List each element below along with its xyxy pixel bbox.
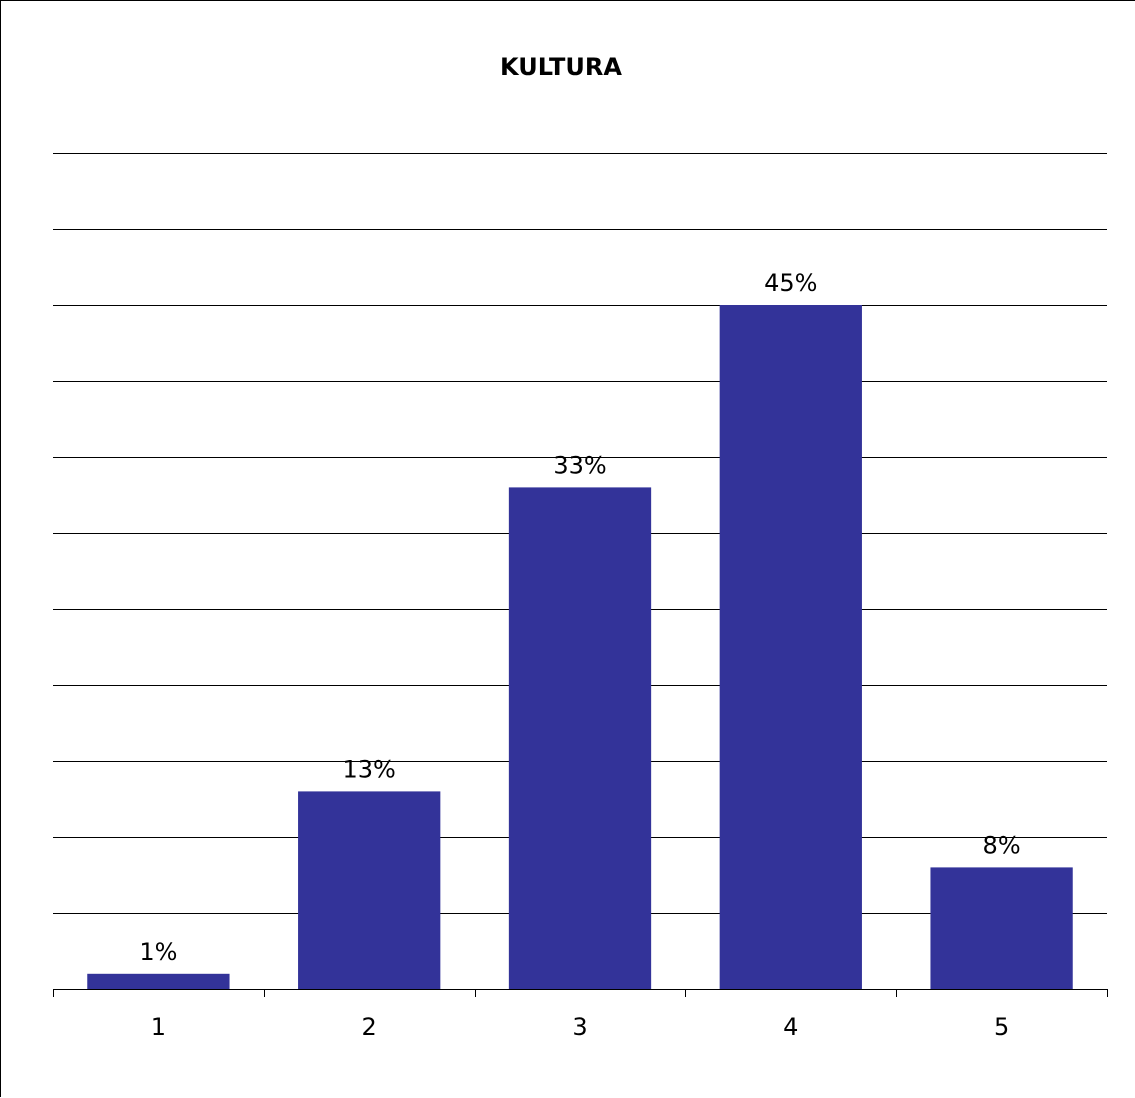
x-tick-label: 5 (994, 1013, 1009, 1041)
chart-title: KULTURA (500, 53, 622, 81)
bar (719, 305, 862, 989)
x-tick-label: 1 (151, 1013, 166, 1041)
x-tick-label: 3 (572, 1013, 587, 1041)
data-label: 1% (139, 938, 177, 966)
x-tick-label: 2 (362, 1013, 377, 1041)
data-label: 13% (343, 755, 396, 783)
bar (930, 867, 1073, 989)
data-label: 45% (764, 269, 817, 297)
x-tick-label: 4 (783, 1013, 798, 1041)
bar (508, 487, 652, 989)
bar (298, 791, 441, 989)
data-label: 33% (553, 451, 606, 479)
bar (87, 973, 230, 989)
data-label: 8% (983, 831, 1021, 859)
